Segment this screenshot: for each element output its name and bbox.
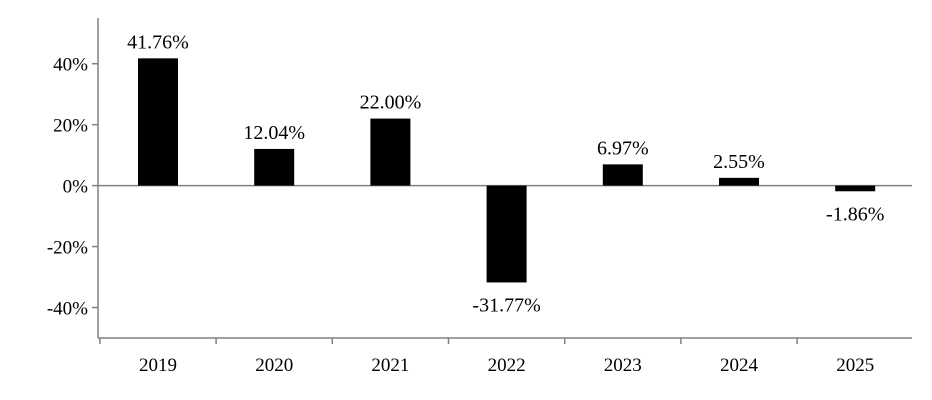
bar [602, 164, 643, 186]
axes-layer: 40% 20% 0% -20% -40% 2019 2020 2021 2022 2023 2024… [47, 18, 912, 376]
data-label: 41.76% [127, 31, 189, 53]
data-label: 22.00% [360, 92, 422, 114]
bar [486, 185, 527, 283]
data-label: 2.55% [713, 151, 765, 173]
bars-layer [138, 58, 876, 283]
data-label: 12.04% [243, 122, 305, 144]
bar [370, 118, 411, 186]
bar [138, 58, 178, 186]
y-tick-label: -40% [47, 299, 88, 320]
data-label: -31.77% [472, 294, 540, 316]
labels-layer: 41.76% 12.04% 22.00% -31.77% 6.97% 2.55% -1.86… [127, 31, 884, 316]
bar [254, 148, 295, 186]
x-tick-label: 2020 [255, 355, 293, 376]
x-tick-label: 2022 [488, 355, 526, 376]
y-tick-label: -20% [47, 238, 88, 259]
y-tick-label: 0% [63, 177, 89, 198]
bar [719, 177, 759, 186]
data-label: 6.97% [597, 137, 649, 159]
bar [835, 185, 876, 192]
x-tick-label: 2021 [371, 355, 409, 376]
data-label: -1.86% [826, 203, 884, 225]
y-tick-label: 20% [53, 116, 88, 137]
x-tick-label: 2025 [836, 355, 874, 376]
y-tick-label: 40% [53, 55, 88, 76]
x-tick-label: 2023 [604, 355, 642, 376]
x-tick-label: 2019 [139, 355, 177, 376]
x-tick-label: 2024 [720, 355, 759, 376]
